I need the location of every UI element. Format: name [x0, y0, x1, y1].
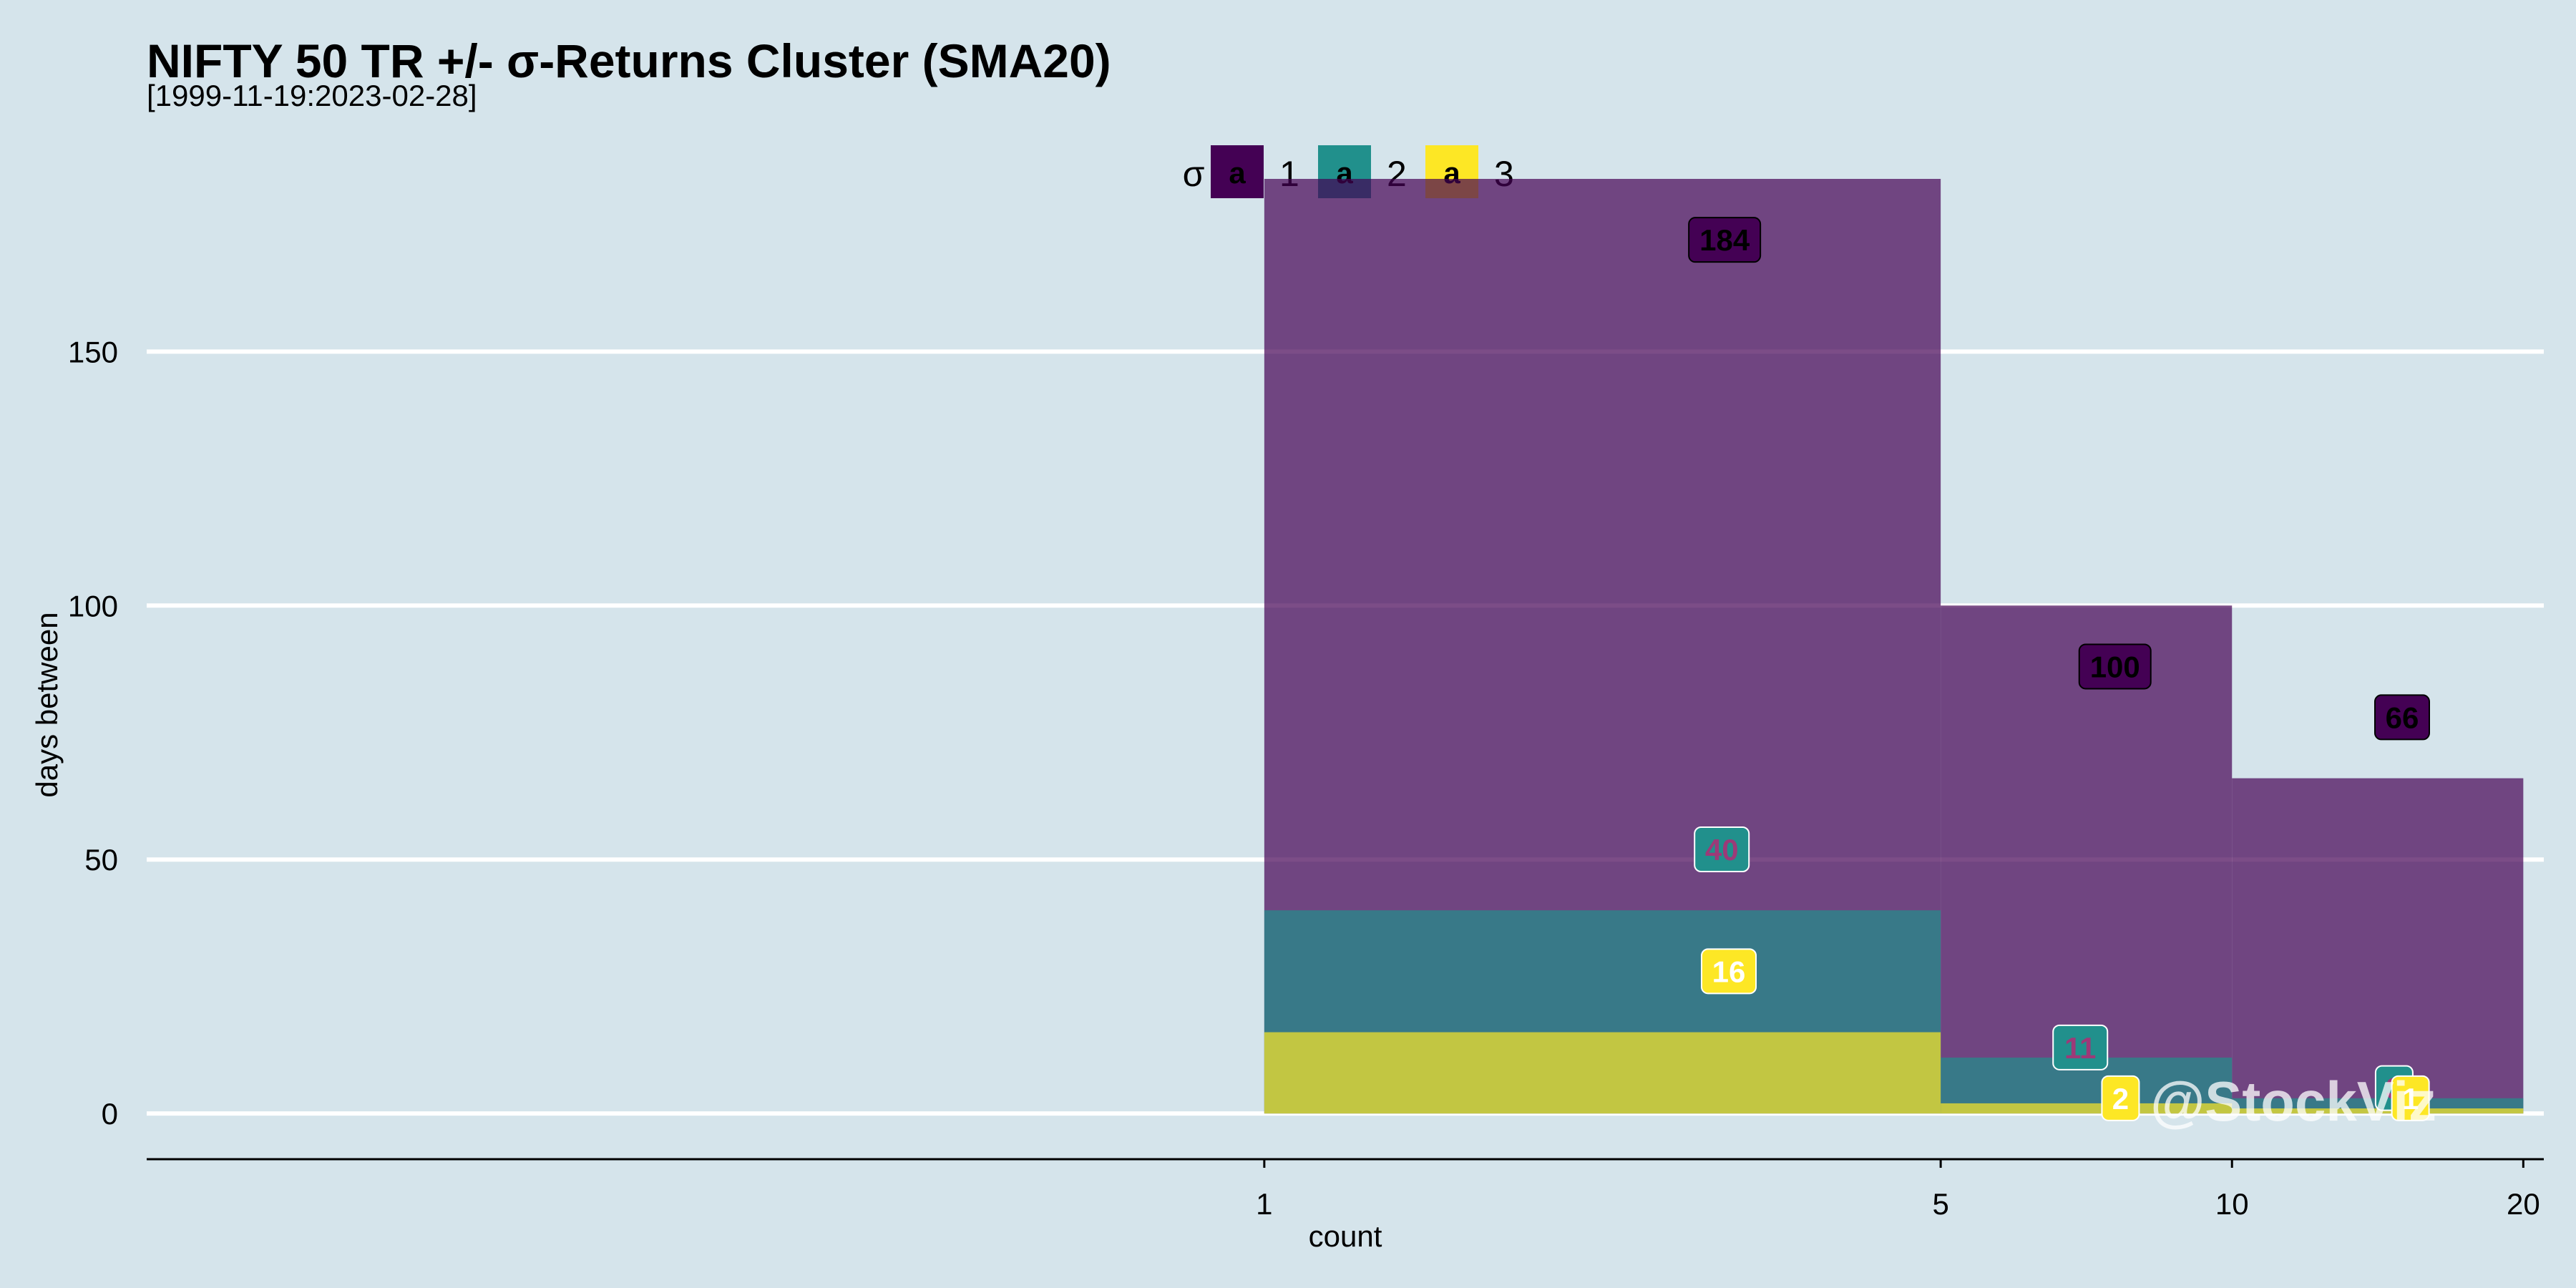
y-tick-label-0: 0	[102, 1097, 118, 1131]
label-box-sigma2-bin2	[2052, 1024, 2109, 1070]
label-box-sigma3-bin2	[2101, 1075, 2140, 1121]
data-labels: 18410066401131621	[1688, 217, 2430, 1121]
legend-title: σ	[1183, 154, 1205, 194]
data-label-sigma3-bin2: 2	[2112, 1082, 2129, 1116]
y-axis-title: days between	[30, 612, 64, 797]
data-label-sigma3-bin1: 16	[1712, 955, 1746, 988]
legend-key-1	[1211, 145, 1264, 198]
data-label-sigma1-bin2: 100	[2090, 650, 2140, 683]
bar-sigma3-bin3	[2232, 1108, 2524, 1114]
y-tick-label-50: 50	[84, 843, 118, 877]
x-tick-label-5: 5	[1932, 1187, 1948, 1221]
y-tick-label-150: 150	[68, 335, 118, 369]
label-box-sigma3-bin3	[2391, 1075, 2430, 1121]
watermark: @StockViz	[2150, 1070, 2436, 1133]
x-tick-label-10: 10	[2215, 1187, 2249, 1221]
bar-sigma3-bin2	[1941, 1103, 2233, 1114]
axes: 1 5 10 20 0 50 100 150	[68, 335, 2544, 1221]
data-label-sigma2-bin2: 11	[2064, 1031, 2096, 1065]
y-tick-label-100: 100	[68, 589, 118, 623]
data-label-sigma3-bin3: 1	[2402, 1082, 2419, 1116]
x-tick-label-20: 20	[2507, 1187, 2540, 1221]
data-label-sigma2-bin1: 40	[1705, 833, 1739, 867]
label-box-sigma2-bin1	[1694, 826, 1750, 872]
data-label-sigma1-bin3: 66	[2386, 701, 2419, 734]
bar-sigma1-bin3	[2232, 778, 2524, 1114]
legend-key-glyph-1: a	[1229, 156, 1246, 190]
label-box-sigma1-bin3	[2373, 694, 2430, 741]
bars	[1264, 179, 2524, 1114]
chart-title: NIFTY 50 TR +/- σ-Returns Cluster (SMA20…	[147, 34, 1111, 87]
label-box-sigma1-bin1	[1688, 217, 1762, 263]
chart-subtitle: [1999-11-19:2023-02-28]	[147, 79, 477, 112]
label-box-sigma1-bin2	[2078, 643, 2152, 690]
data-label-sigma1-bin1: 184	[1699, 223, 1750, 257]
x-axis-title: count	[1309, 1219, 1382, 1253]
x-tick-label-1: 1	[1256, 1187, 1272, 1221]
bar-sigma3-bin1	[1264, 1032, 1941, 1114]
label-box-sigma3-bin1	[1701, 948, 1757, 995]
